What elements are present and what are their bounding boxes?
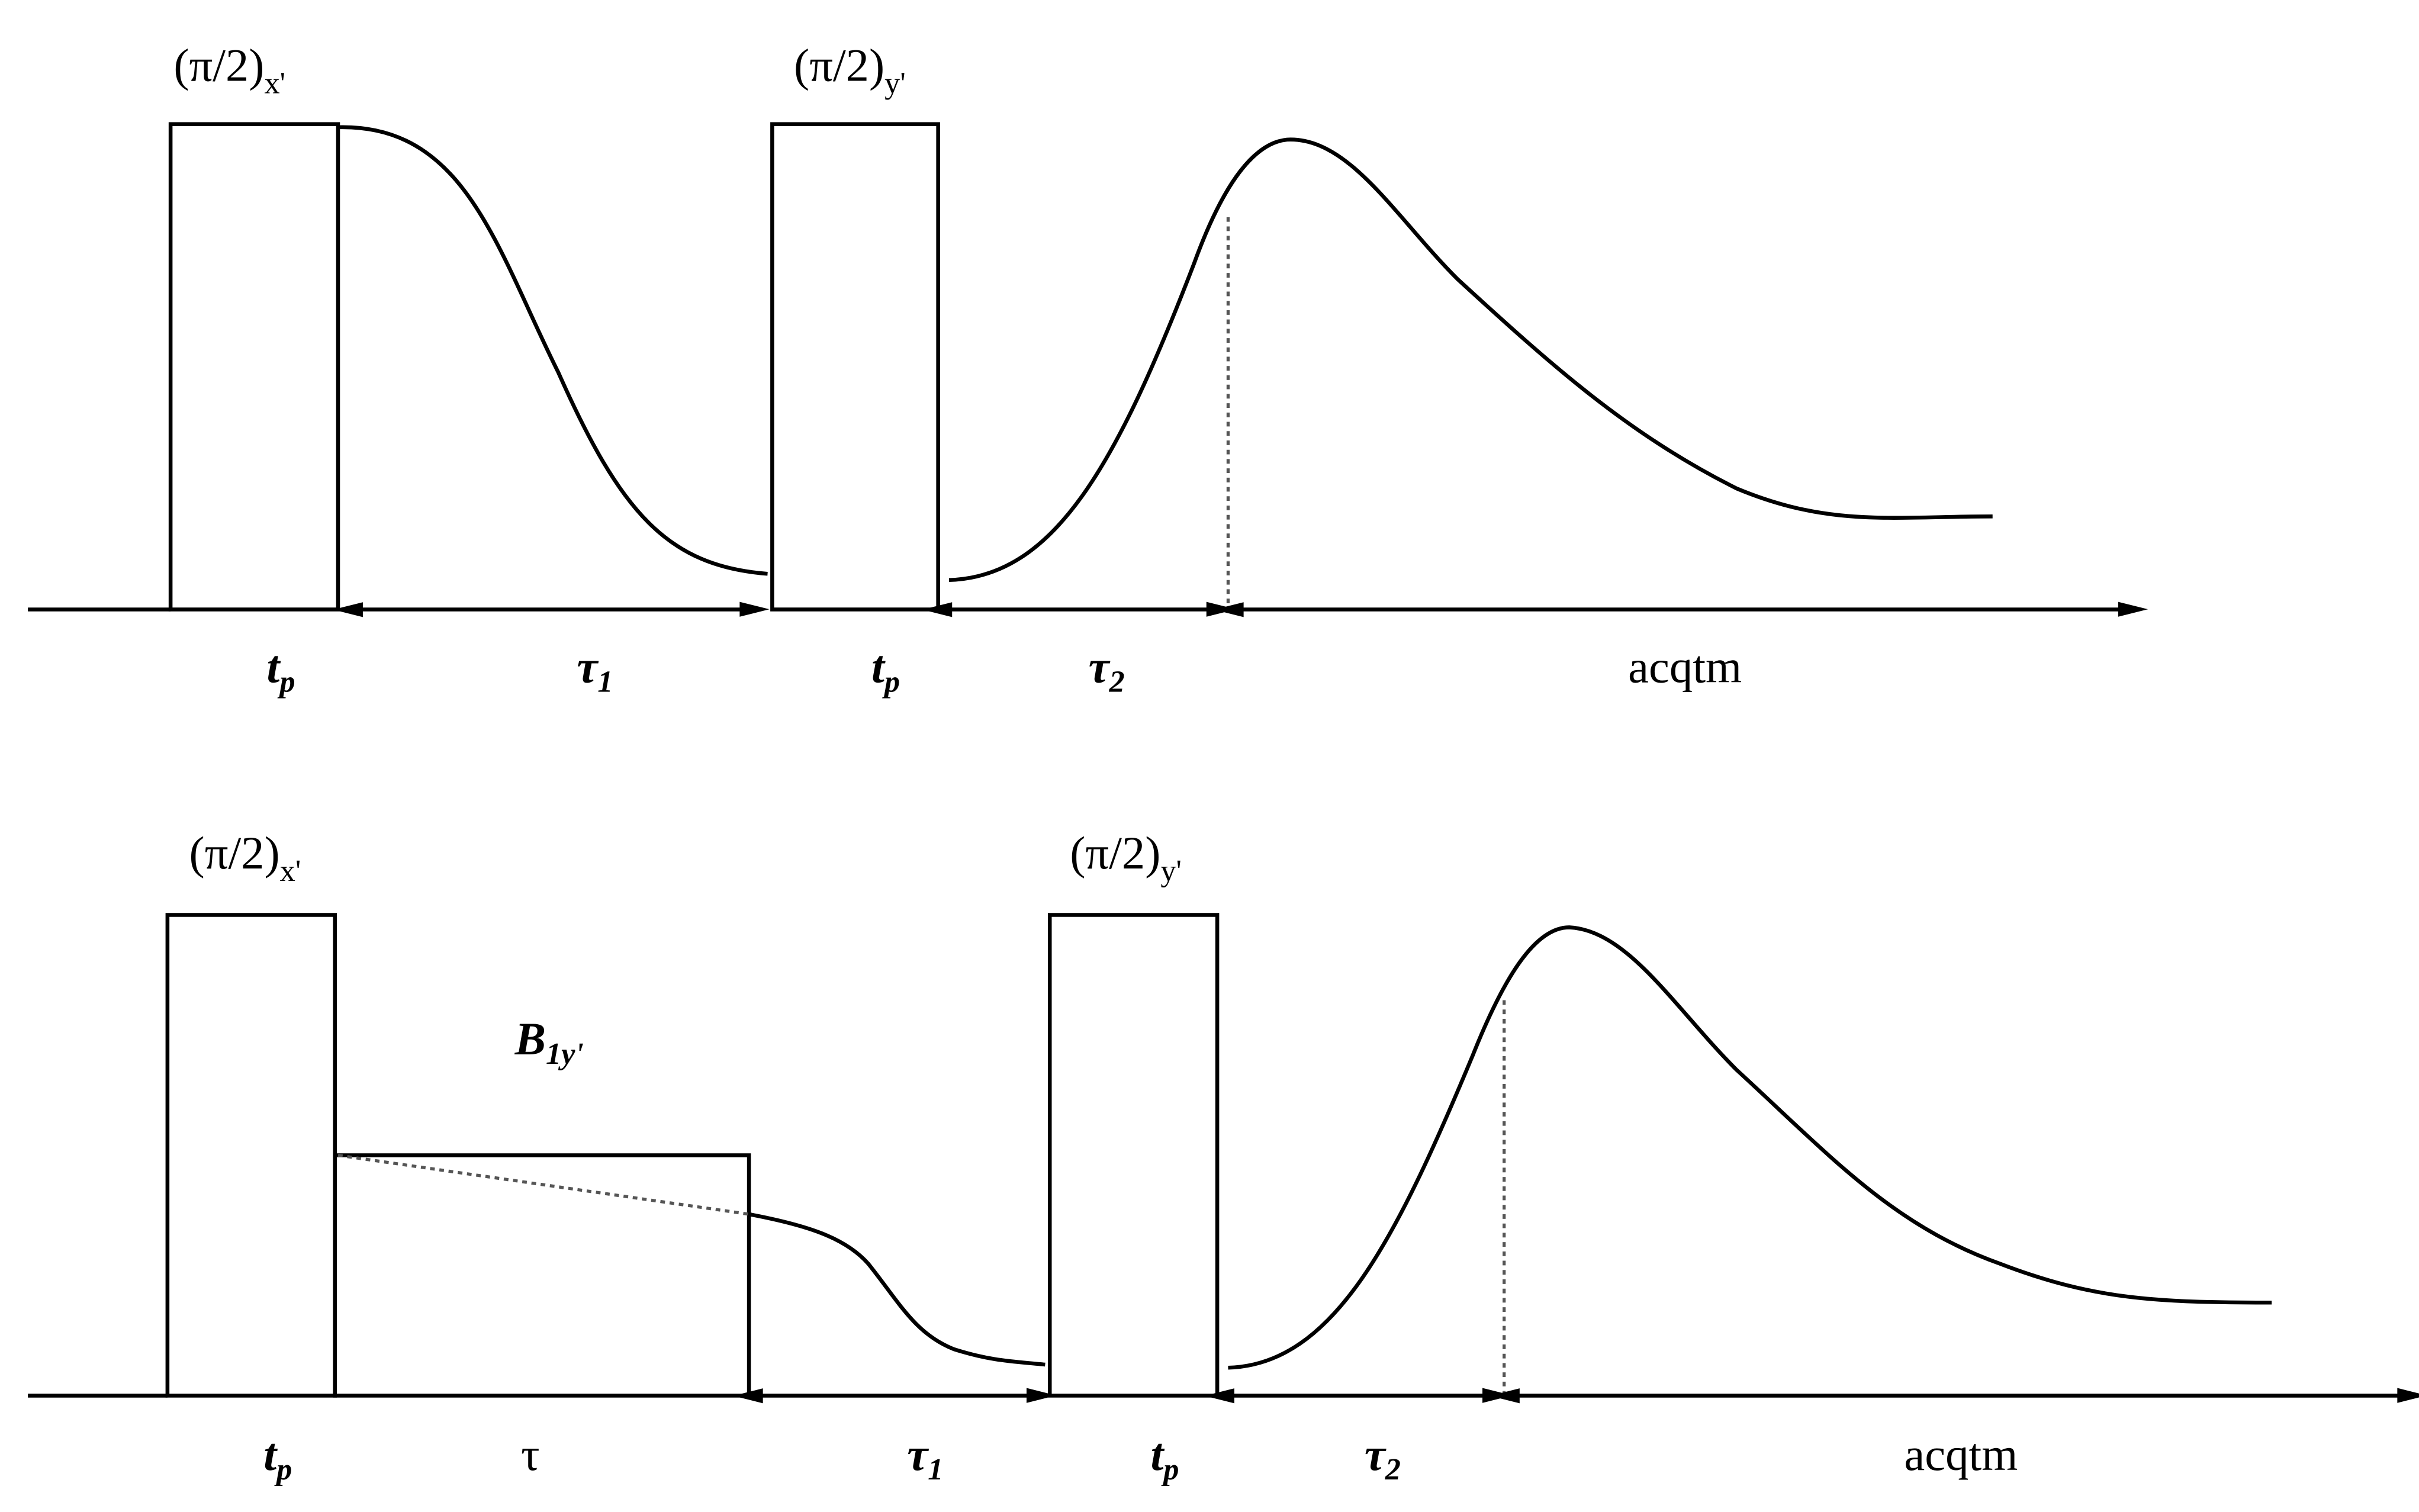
duration-label: τ [521, 1429, 540, 1480]
pulse [165, 913, 337, 1398]
signal-decay [748, 1212, 1046, 1367]
duration-label: tp [1150, 1429, 1179, 1487]
panel-top: (π/2)x' (π/2)y' tp τ1 tp τ2 acqtm [28, 39, 2148, 699]
acquisition-label: acqtm [1904, 1429, 2018, 1480]
duration-label: tp [263, 1429, 292, 1487]
pulse-label: (π/2)y' [794, 39, 906, 100]
spin-lock-label: B1y' [514, 1013, 584, 1071]
pulse-label: (π/2)y' [1070, 827, 1182, 888]
signal-echo [948, 137, 1993, 582]
pulse-label: (π/2)x' [189, 827, 301, 888]
signal-decay [337, 125, 768, 576]
duration-label: τ1 [907, 1429, 943, 1487]
duration-label: τ2 [1089, 641, 1125, 699]
pulse-label: (π/2)x' [173, 39, 285, 100]
duration-label: τ2 [1365, 1429, 1401, 1487]
duration-label: τ1 [577, 641, 613, 699]
signal-echo [1228, 925, 2272, 1370]
duration-label: tp [267, 641, 295, 699]
pulse [1047, 913, 1220, 1398]
pulse [168, 122, 340, 612]
spin-lock-pulse [333, 1153, 751, 1398]
panel-bottom: (π/2)x' (π/2)y' B1y' tp τ τ1 tp τ2 acqtm [28, 827, 2419, 1487]
duration-label: tp [871, 641, 900, 699]
pulse [770, 122, 940, 612]
acquisition-label: acqtm [1628, 641, 1742, 693]
spin-lock-decay [337, 1153, 749, 1216]
